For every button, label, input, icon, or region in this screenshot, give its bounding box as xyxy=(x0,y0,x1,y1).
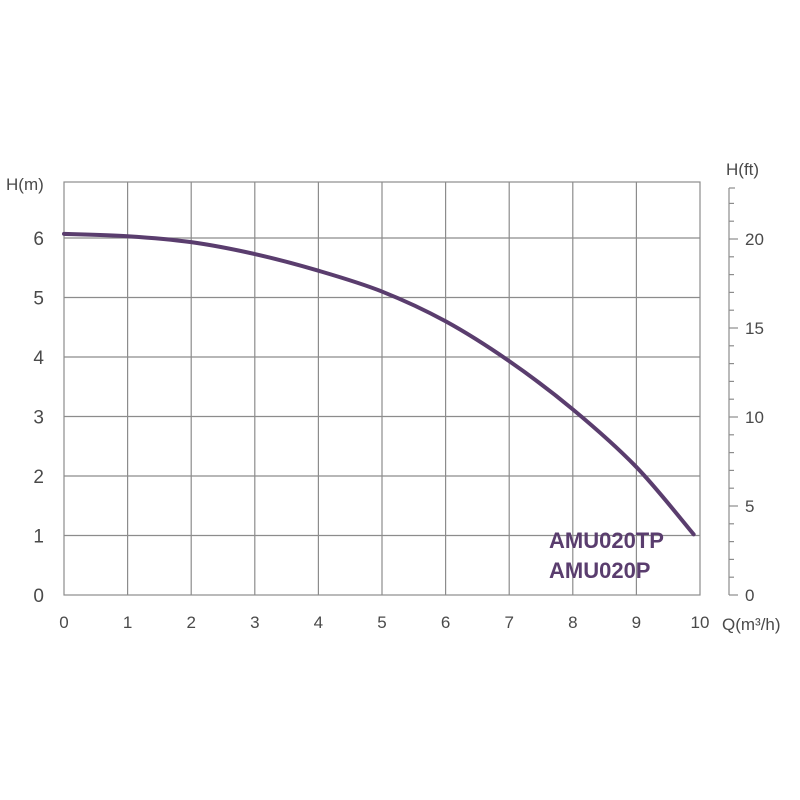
y2-tick-label: 0 xyxy=(745,586,754,605)
y-tick-label: 1 xyxy=(33,527,44,548)
series-label-2: AMU020P xyxy=(549,558,650,583)
y2-axis-title: H(ft) xyxy=(726,160,759,179)
x-tick-label: 9 xyxy=(632,613,641,632)
right-axis xyxy=(728,187,738,596)
x-axis-title: Q(m³/h) xyxy=(722,615,781,634)
x-tick-label: 1 xyxy=(123,613,132,632)
x-tick-label: 2 xyxy=(186,613,195,632)
series-layer xyxy=(62,231,696,537)
y2-tick-label: 5 xyxy=(745,497,754,516)
y-axis-title: H(m) xyxy=(6,175,44,194)
x-tick-label: 8 xyxy=(568,613,577,632)
y2-tick-label: 10 xyxy=(745,408,764,427)
y-tick-label: 6 xyxy=(33,229,44,250)
x-tick-label: 6 xyxy=(441,613,450,632)
x-tick-label: 0 xyxy=(59,613,68,632)
grid xyxy=(64,182,700,595)
y-tick-labels: 0 1 2 3 4 5 6 xyxy=(33,229,44,607)
y2-tick-label: 20 xyxy=(745,230,764,249)
x-tick-label: 7 xyxy=(504,613,513,632)
y-tick-label: 0 xyxy=(33,586,44,607)
y-tick-label: 3 xyxy=(33,408,44,429)
x-tick-label: 3 xyxy=(250,613,259,632)
x-tick-label: 10 xyxy=(691,613,710,632)
y-tick-label: 2 xyxy=(33,467,44,488)
y2-tick-label: 15 xyxy=(745,319,764,338)
x-tick-label: 4 xyxy=(314,613,323,632)
x-tick-label: 5 xyxy=(377,613,386,632)
series-line-0 xyxy=(62,231,696,537)
y-tick-label: 5 xyxy=(33,289,44,310)
series-label-1: AMU020TP xyxy=(549,528,664,553)
plot-frame xyxy=(63,181,701,596)
y-tick-label: 4 xyxy=(33,348,44,369)
y2-tick-labels: 0 5 10 15 20 xyxy=(745,230,764,605)
x-tick-labels: 0 1 2 3 4 5 6 7 8 9 10 xyxy=(59,613,709,632)
